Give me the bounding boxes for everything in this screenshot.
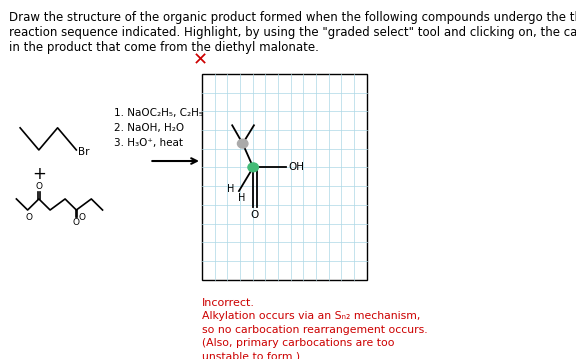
Text: unstable to form.): unstable to form.) xyxy=(202,352,300,359)
Circle shape xyxy=(237,139,248,148)
Text: O: O xyxy=(73,218,80,227)
Text: O: O xyxy=(25,213,32,222)
Text: (Also, primary carbocations are too: (Also, primary carbocations are too xyxy=(202,338,395,348)
Text: Draw the structure of the organic product formed when the following compounds un: Draw the structure of the organic produc… xyxy=(9,11,576,54)
Text: ✕: ✕ xyxy=(192,51,207,69)
Text: Alkylation occurs via an Sₙ₂ mechanism,: Alkylation occurs via an Sₙ₂ mechanism, xyxy=(202,311,420,321)
Text: Incorrect.: Incorrect. xyxy=(202,298,255,308)
Text: O: O xyxy=(78,213,85,222)
Text: O: O xyxy=(35,182,43,191)
Circle shape xyxy=(248,163,259,172)
Text: O: O xyxy=(251,210,259,220)
Text: so no carbocation rearrangement occurs.: so no carbocation rearrangement occurs. xyxy=(202,325,427,335)
Text: Br: Br xyxy=(78,146,90,157)
Text: OH: OH xyxy=(288,162,304,172)
Bar xyxy=(202,74,367,280)
Text: +: + xyxy=(32,165,46,183)
Text: H: H xyxy=(227,183,234,194)
Text: 1. NaOC₂H₅, C₂H₅OH
2. NaOH, H₂O
3. H₃O⁺, heat: 1. NaOC₂H₅, C₂H₅OH 2. NaOH, H₂O 3. H₃O⁺,… xyxy=(114,108,219,148)
Text: H: H xyxy=(238,193,245,203)
